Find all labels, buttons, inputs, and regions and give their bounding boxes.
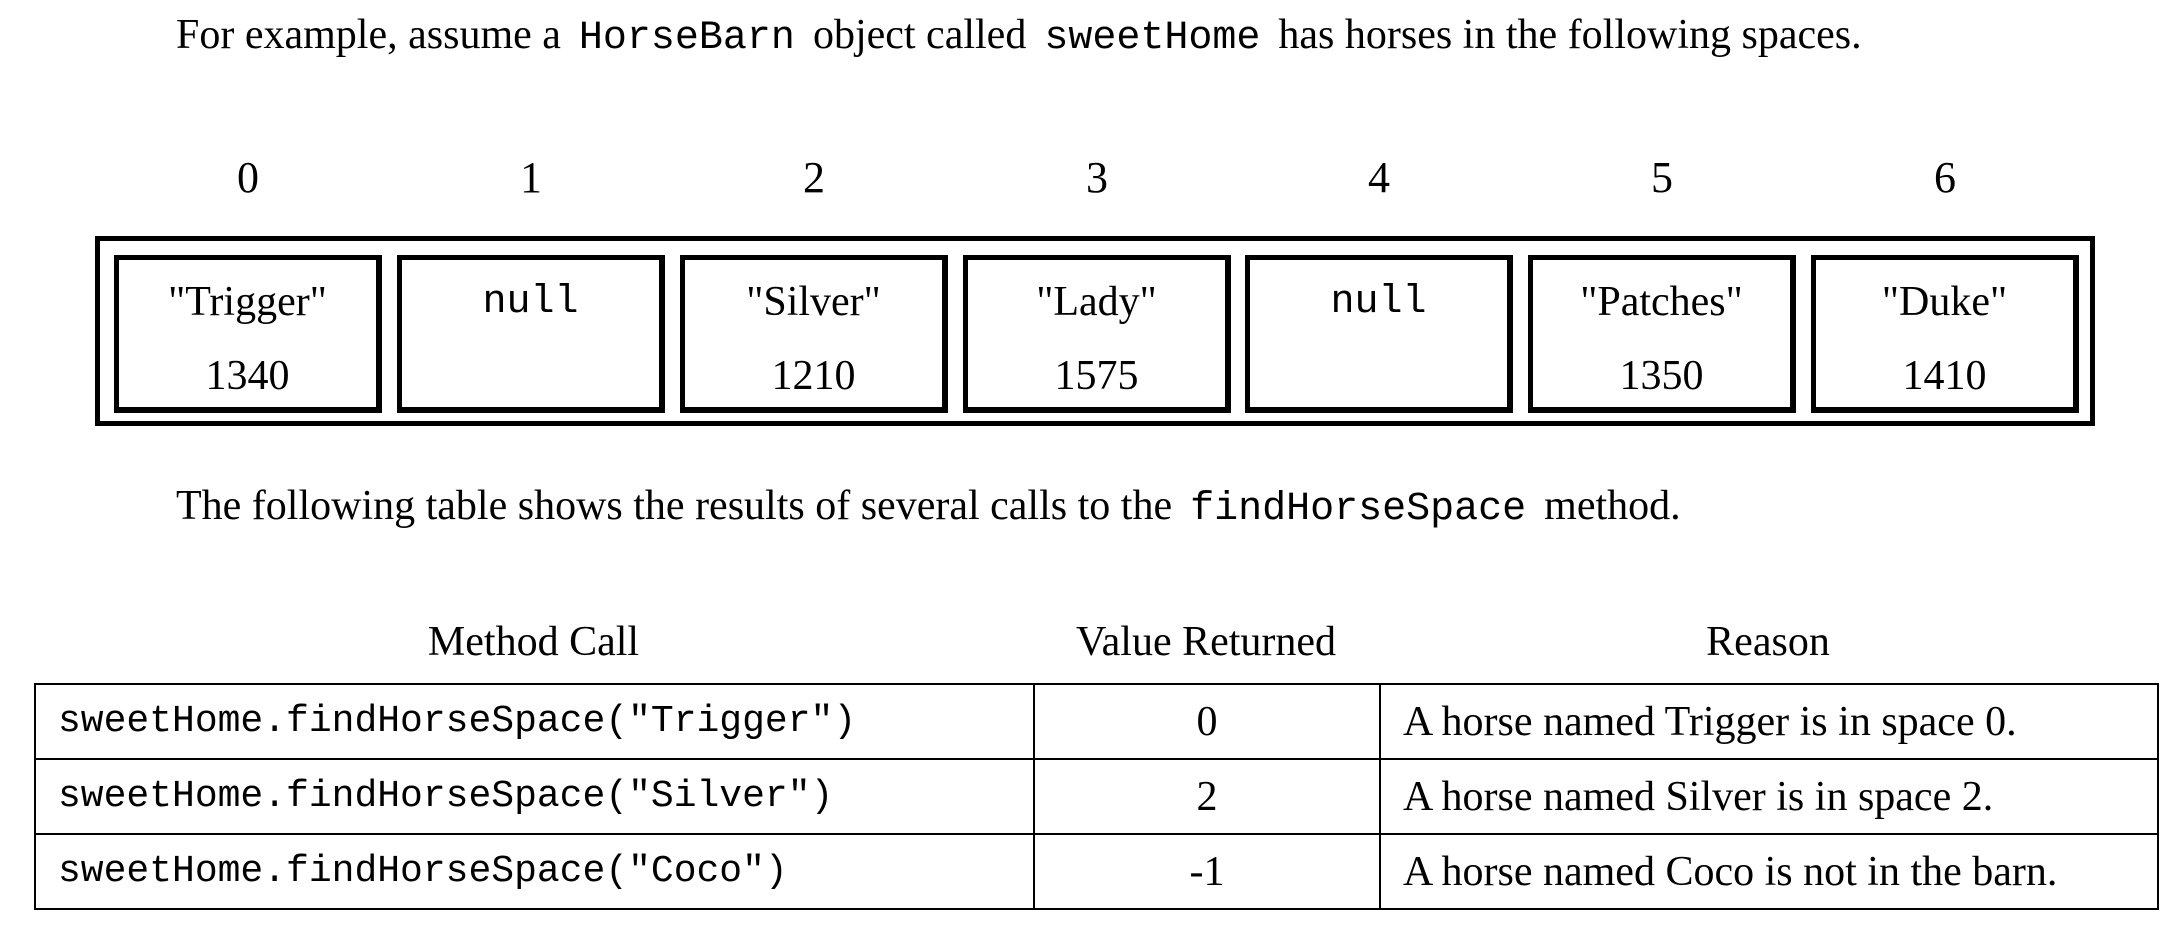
horse-name: "Lady": [1036, 279, 1157, 325]
object-name-code: sweetHome: [1044, 16, 1261, 61]
method-name-code: findHorseSpace: [1190, 487, 1527, 532]
table-intro-text-before: The following table shows the results of…: [176, 483, 1173, 529]
method-call-cell: sweetHome.findHorseSpace("Coco"): [34, 833, 1035, 910]
results-table: sweetHome.findHorseSpace("Trigger") 0 A …: [34, 683, 2159, 910]
horse-barn-diagram: "Trigger" 1340 null "Silver" 1210 "Lady"…: [95, 236, 2095, 426]
null-value: null: [482, 280, 579, 325]
table-intro-text-after: method.: [1544, 483, 1681, 529]
table-row: sweetHome.findHorseSpace("Coco") -1 A ho…: [34, 833, 2159, 910]
value-returned-cell: -1: [1033, 833, 1381, 910]
table-row: sweetHome.findHorseSpace("Silver") 2 A h…: [34, 758, 2159, 835]
horse-name: "Duke": [1881, 279, 2008, 325]
horse-weight: 1210: [771, 353, 856, 399]
value-returned-cell: 2: [1033, 758, 1381, 835]
reason-cell: A horse named Silver is in space 2.: [1379, 758, 2159, 835]
table-intro-paragraph: The following table shows the results of…: [176, 485, 1681, 530]
method-call-cell: sweetHome.findHorseSpace("Silver"): [34, 758, 1035, 835]
barn-space-2: "Silver" 1210: [680, 255, 948, 413]
horse-name: "Patches": [1580, 279, 1743, 325]
space-index-0: 0: [237, 153, 259, 202]
intro-paragraph: For example, assume a HorseBarn object cal…: [176, 14, 1862, 59]
space-index-2: 2: [803, 153, 825, 202]
horse-weight: 1350: [1619, 353, 1704, 399]
value-returned-cell: 0: [1033, 683, 1381, 760]
header-value-returned: Value Returned: [1075, 619, 1337, 665]
space-index-4: 4: [1368, 153, 1390, 202]
space-index-1: 1: [520, 153, 542, 202]
barn-space-1: null: [397, 255, 665, 413]
horse-name: "Trigger": [168, 279, 327, 325]
intro-text-middle: object called: [812, 12, 1027, 58]
method-call-cell: sweetHome.findHorseSpace("Trigger"): [34, 683, 1035, 760]
barn-space-6: "Duke" 1410: [1811, 255, 2079, 413]
space-index-6: 6: [1934, 153, 1956, 202]
horse-weight: 1410: [1902, 353, 1987, 399]
header-reason: Reason: [1706, 619, 1830, 665]
horse-weight: 1575: [1054, 353, 1139, 399]
barn-space-0: "Trigger" 1340: [114, 255, 382, 413]
barn-space-4: null: [1245, 255, 1513, 413]
null-value: null: [1330, 280, 1427, 325]
space-index-5: 5: [1651, 153, 1673, 202]
reason-cell: A horse named Trigger is in space 0.: [1379, 683, 2159, 760]
header-method-call: Method Call: [427, 619, 640, 665]
horse-name: "Silver": [746, 279, 881, 325]
barn-space-5: "Patches" 1350: [1528, 255, 1796, 413]
class-name-code: HorseBarn: [578, 16, 795, 61]
barn-space-3: "Lady" 1575: [963, 255, 1231, 413]
horse-weight: 1340: [205, 353, 290, 399]
reason-cell: A horse named Coco is not in the barn.: [1379, 833, 2159, 910]
intro-text-before: For example, assume a: [176, 12, 561, 58]
table-row: sweetHome.findHorseSpace("Trigger") 0 A …: [34, 683, 2159, 760]
space-index-3: 3: [1086, 153, 1108, 202]
space-index-row: 0 1 2 3 4 5 6: [114, 152, 2098, 202]
intro-text-after: has horses in the following spaces.: [1278, 12, 1862, 58]
